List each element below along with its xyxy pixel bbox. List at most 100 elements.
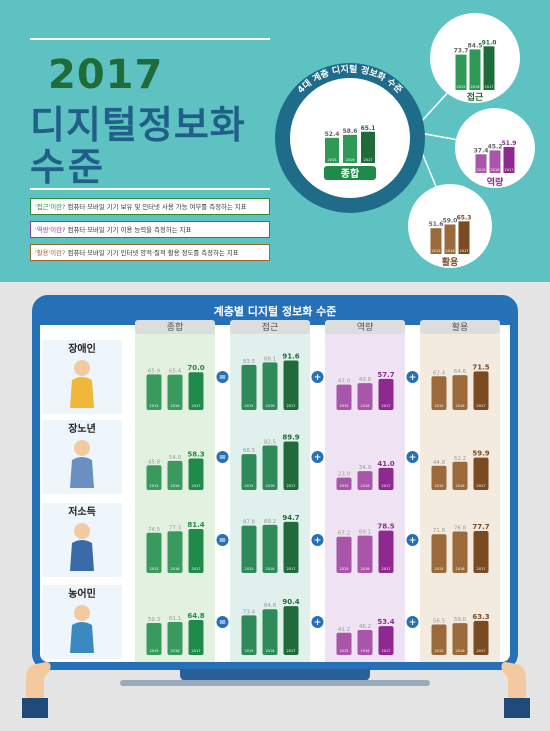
group-name: 장노년 xyxy=(68,422,96,435)
bar-year: 2016 xyxy=(456,567,465,571)
equals-sign: = xyxy=(219,453,227,463)
bar-value: 61.1 xyxy=(169,616,181,622)
bar-year: 2015 xyxy=(435,649,444,653)
plus-icon xyxy=(406,616,419,628)
group-row: 농어민 59.3 2015 61.1 2016 64.8 2017 = 73.4 2015 84.8… xyxy=(42,585,490,659)
bar xyxy=(378,626,394,655)
definition-usage: '활용'이란? 컴퓨터·모바일 기기 인터넷 양적·질적 활용 정도를 측정하는… xyxy=(30,244,270,261)
person-body-icon xyxy=(70,377,94,408)
overview-bar-year: 2017 xyxy=(364,158,373,162)
overview-bar-year: 2015 xyxy=(457,85,466,89)
bar xyxy=(378,467,394,490)
bar-year: 2017 xyxy=(477,649,486,653)
bar-value: 53.4 xyxy=(377,618,394,626)
bar-year: 2017 xyxy=(192,484,201,488)
bar-year: 2017 xyxy=(192,649,201,653)
bar xyxy=(452,375,468,410)
definition-access: '접근'이란? 컴퓨터·모바일 기기 보유 및 인터넷 사용 가능 여부를 측정… xyxy=(30,198,270,215)
capability-label: 역량 xyxy=(487,176,504,188)
bar-year: 2015 xyxy=(245,567,254,571)
bar-year: 2015 xyxy=(245,404,254,408)
bar-value: 47.0 xyxy=(338,379,351,385)
bar-year: 2016 xyxy=(266,649,275,653)
bar xyxy=(146,622,162,655)
bar-year: 2016 xyxy=(171,404,180,408)
bar xyxy=(283,441,299,490)
bar-value: 59.0 xyxy=(454,617,467,623)
overview-bar xyxy=(469,49,481,90)
bar-year: 2015 xyxy=(340,567,349,571)
bar-year: 2017 xyxy=(382,649,391,653)
bar-year: 2016 xyxy=(361,484,370,488)
monitor-title: 계층별 디지털 정보화 수준 xyxy=(40,303,510,325)
bar xyxy=(262,609,278,655)
column-header: 종합 xyxy=(167,322,184,333)
bar-value: 56.5 xyxy=(433,618,446,624)
plus-icon xyxy=(311,534,324,546)
bar-year: 2016 xyxy=(171,484,180,488)
group-name: 장애인 xyxy=(68,342,96,355)
bar xyxy=(283,360,299,410)
bar xyxy=(241,615,257,655)
bar-value: 46.2 xyxy=(359,624,371,630)
main-label: 종합 xyxy=(341,167,360,180)
bar-value: 73.4 xyxy=(243,609,256,615)
bar-value: 70.0 xyxy=(187,364,204,372)
bar-value: 54.0 xyxy=(169,455,182,461)
bar xyxy=(473,371,489,410)
overview-bar-value: 51.9 xyxy=(502,140,517,147)
bar-year: 2015 xyxy=(435,484,444,488)
plus-sign: + xyxy=(314,373,322,383)
bar-value: 87.8 xyxy=(243,520,256,526)
usage-label: 활용 xyxy=(442,256,459,268)
bar-value: 64.6 xyxy=(454,369,467,375)
group-row: 장노년 45.8 2015 54.0 2016 58.3 2017 = 66.5 2015 82.5… xyxy=(42,420,490,494)
overview-bar xyxy=(361,131,375,163)
bar-year: 2015 xyxy=(435,404,444,408)
overview-bar-year: 2016 xyxy=(346,158,355,162)
overview-bar-value: 65.1 xyxy=(361,125,376,132)
bar-value: 65.4 xyxy=(169,369,182,375)
bar-value: 78.5 xyxy=(377,523,394,531)
overview-bar-value: 84.5 xyxy=(468,42,483,49)
bar xyxy=(146,532,162,573)
bar-year: 2016 xyxy=(266,567,275,571)
bar-value: 77.7 xyxy=(472,523,489,531)
bar-year: 2017 xyxy=(382,567,391,571)
bar xyxy=(167,622,183,655)
left-hand-icon xyxy=(22,662,51,718)
bar-value: 71.8 xyxy=(433,528,446,534)
bar xyxy=(167,460,183,490)
group-row: 저소득 74.5 2015 77.3 2016 81.4 2017 = 87.8 2015 89.2… xyxy=(42,503,490,577)
bar xyxy=(241,454,257,490)
overview-bar xyxy=(475,154,487,173)
equals-icon xyxy=(216,451,229,463)
column-header: 활용 xyxy=(452,321,469,333)
bar xyxy=(146,465,162,490)
bar-value: 81.4 xyxy=(187,521,204,529)
bar-year: 2015 xyxy=(340,404,349,408)
bar xyxy=(283,606,299,655)
bar-value: 77.3 xyxy=(169,525,182,531)
overview-bar-year: 2017 xyxy=(460,249,469,253)
definition-term: '접근'이란? xyxy=(35,203,66,211)
right-hand-icon xyxy=(501,662,530,718)
bar-year: 2017 xyxy=(477,404,486,408)
bar-year: 2016 xyxy=(171,567,180,571)
overview-bar xyxy=(325,137,339,163)
overview-access-bars: 73.7 2015 84.5 2016 91.0 2017 xyxy=(454,39,496,90)
bar xyxy=(167,374,183,410)
overview-bar-year: 2016 xyxy=(471,85,480,89)
group-name: 저소득 xyxy=(68,505,96,518)
bar-value: 59.9 xyxy=(472,450,489,458)
overview-bar-value: 37.4 xyxy=(474,147,489,154)
bar-year: 2017 xyxy=(287,404,296,408)
group-row: 장애인 65.9 2015 65.4 2016 70.0 2017 = 83.5 2015 88.1… xyxy=(42,340,490,414)
plus-icon xyxy=(311,451,324,463)
bar xyxy=(336,477,352,490)
bar-value: 90.4 xyxy=(282,598,299,606)
bar-year: 2015 xyxy=(150,567,159,571)
definition-term: '활용'이란? xyxy=(35,249,66,257)
plus-icon xyxy=(406,371,419,383)
bar-value: 62.4 xyxy=(433,370,446,376)
